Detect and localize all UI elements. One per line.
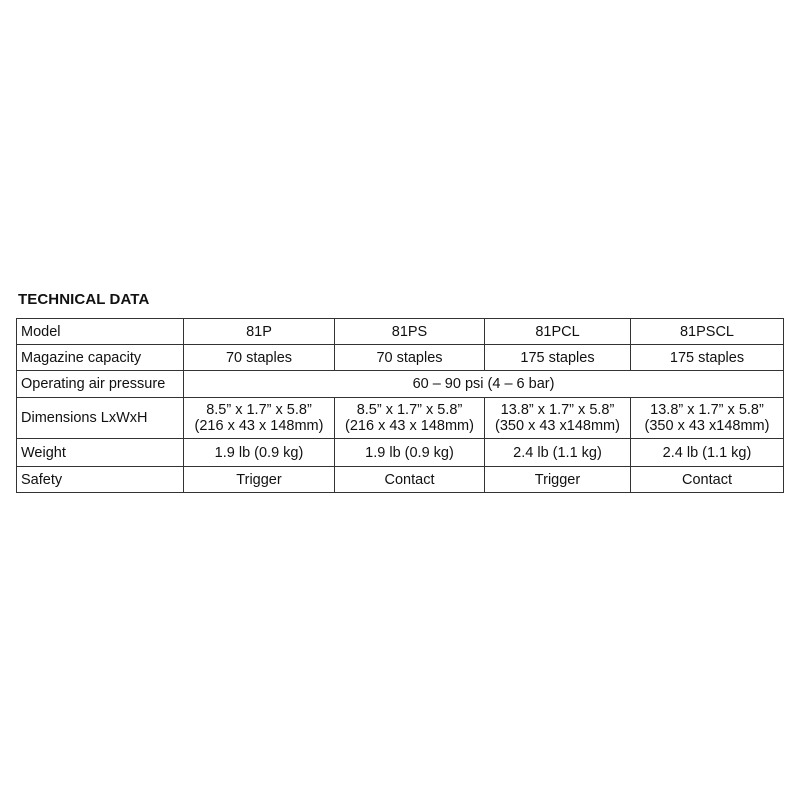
row-label: Operating air pressure [16,370,184,398]
table-cell: Trigger [484,466,631,493]
imperial-dimensions: 13.8” x 1.7” x 5.8” [650,402,764,418]
table-cell: Contact [630,466,784,493]
table-cell: 81PSCL [630,318,784,345]
table-cell: 1.9 lb (0.9 kg) [183,438,335,467]
table-row-weight: Weight 1.9 lb (0.9 kg) 1.9 lb (0.9 kg) 2… [16,438,784,467]
row-label: Safety [16,466,184,493]
technical-data-table: Model 81P 81PS 81PCL 81PSCL Magazine cap… [16,318,784,493]
metric-dimensions: (350 x 43 x148mm) [495,418,620,434]
metric-dimensions: (216 x 43 x 148mm) [194,418,324,434]
table-cell: 13.8” x 1.7” x 5.8” (350 x 43 x148mm) [484,397,631,439]
section-title: TECHNICAL DATA [18,291,150,308]
row-label: Magazine capacity [16,344,184,371]
imperial-dimensions: 8.5” x 1.7” x 5.8” [206,402,312,418]
table-row-operating-air-pressure: Operating air pressure 60 – 90 psi (4 – … [16,370,784,398]
row-label: Dimensions LxWxH [16,397,184,439]
table-cell-span: 60 – 90 psi (4 – 6 bar) [183,370,784,398]
table-cell: 81P [183,318,335,345]
table-row-model: Model 81P 81PS 81PCL 81PSCL [16,318,784,345]
table-cell: 175 staples [630,344,784,371]
table-cell: 81PS [334,318,485,345]
table-row-safety: Safety Trigger Contact Trigger Contact [16,466,784,493]
row-label: Weight [16,438,184,467]
table-cell: 8.5” x 1.7” x 5.8” (216 x 43 x 148mm) [183,397,335,439]
table-cell: Contact [334,466,485,493]
imperial-dimensions: 8.5” x 1.7” x 5.8” [356,402,463,418]
table-cell: 175 staples [484,344,631,371]
table-cell: 70 staples [183,344,335,371]
imperial-dimensions: 13.8” x 1.7” x 5.8” [500,402,615,418]
table-cell: 81PCL [484,318,631,345]
table-cell: 13.8” x 1.7” x 5.8” (350 x 43 x148mm) [630,397,784,439]
metric-dimensions: (216 x 43 x 148mm) [345,418,474,434]
row-label: Model [16,318,184,345]
table-row-magazine-capacity: Magazine capacity 70 staples 70 staples … [16,344,784,371]
table-cell: Trigger [183,466,335,493]
table-cell: 2.4 lb (1.1 kg) [484,438,631,467]
table-cell: 2.4 lb (1.1 kg) [630,438,784,467]
metric-dimensions: (350 x 43 x148mm) [644,418,770,434]
table-cell: 8.5” x 1.7” x 5.8” (216 x 43 x 148mm) [334,397,485,439]
table-row-dimensions: Dimensions LxWxH 8.5” x 1.7” x 5.8” (216 … [16,397,784,439]
table-cell: 1.9 lb (0.9 kg) [334,438,485,467]
table-cell: 70 staples [334,344,485,371]
